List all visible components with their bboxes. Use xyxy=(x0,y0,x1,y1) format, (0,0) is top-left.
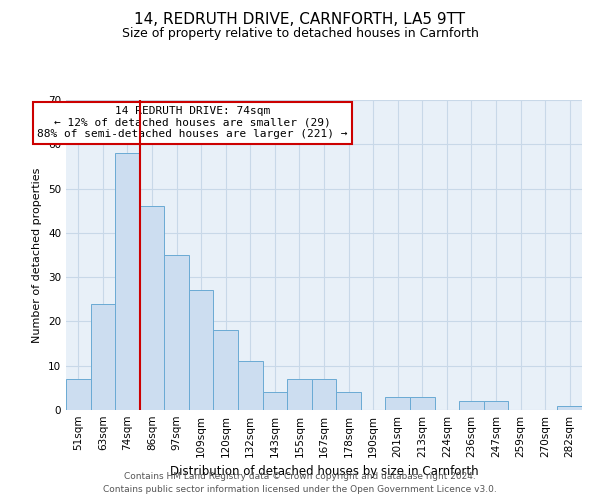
Bar xyxy=(484,401,508,410)
Bar xyxy=(238,362,263,410)
Y-axis label: Number of detached properties: Number of detached properties xyxy=(32,168,43,342)
Bar xyxy=(164,255,189,410)
Bar xyxy=(140,206,164,410)
Bar xyxy=(66,379,91,410)
Bar xyxy=(115,153,140,410)
Text: 14, REDRUTH DRIVE, CARNFORTH, LA5 9TT: 14, REDRUTH DRIVE, CARNFORTH, LA5 9TT xyxy=(134,12,466,28)
Bar xyxy=(189,290,214,410)
Bar xyxy=(336,392,361,410)
Text: Size of property relative to detached houses in Carnforth: Size of property relative to detached ho… xyxy=(122,28,478,40)
Bar xyxy=(214,330,238,410)
Text: Contains public sector information licensed under the Open Government Licence v3: Contains public sector information licen… xyxy=(103,485,497,494)
Bar xyxy=(91,304,115,410)
Bar xyxy=(459,401,484,410)
Bar xyxy=(385,396,410,410)
Text: Contains HM Land Registry data © Crown copyright and database right 2024.: Contains HM Land Registry data © Crown c… xyxy=(124,472,476,481)
Bar xyxy=(410,396,434,410)
Bar xyxy=(263,392,287,410)
Bar xyxy=(287,379,312,410)
Bar xyxy=(557,406,582,410)
Text: 14 REDRUTH DRIVE: 74sqm
← 12% of detached houses are smaller (29)
88% of semi-de: 14 REDRUTH DRIVE: 74sqm ← 12% of detache… xyxy=(37,106,347,140)
X-axis label: Distribution of detached houses by size in Carnforth: Distribution of detached houses by size … xyxy=(170,466,478,478)
Bar xyxy=(312,379,336,410)
